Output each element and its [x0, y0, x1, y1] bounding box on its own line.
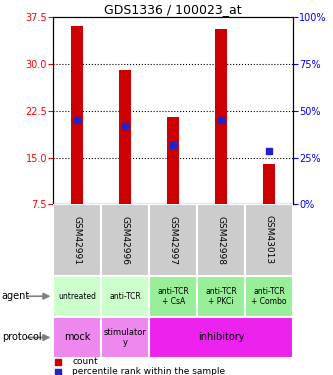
Bar	[71, 26, 83, 204]
Text: GSM43013: GSM43013	[264, 215, 274, 265]
Text: mock: mock	[64, 333, 91, 342]
Bar	[53, 317, 101, 358]
Text: anti-TCR
+ CsA: anti-TCR + CsA	[157, 286, 189, 306]
Bar	[197, 276, 245, 317]
Text: anti-TCR
+ Combo: anti-TCR + Combo	[251, 286, 287, 306]
Bar	[263, 164, 275, 204]
Text: inhibitory: inhibitory	[198, 333, 244, 342]
Title: GDS1336 / 100023_at: GDS1336 / 100023_at	[104, 3, 242, 16]
Bar	[53, 204, 101, 276]
Bar	[101, 276, 149, 317]
Text: GSM42997: GSM42997	[168, 216, 178, 264]
Text: agent: agent	[2, 291, 30, 301]
Bar	[167, 117, 179, 204]
Bar	[149, 204, 197, 276]
Text: count: count	[73, 357, 98, 366]
Bar	[245, 204, 293, 276]
Bar	[53, 276, 101, 317]
Bar	[215, 29, 227, 204]
Text: anti-TCR
+ PKCi: anti-TCR + PKCi	[205, 286, 237, 306]
Text: percentile rank within the sample: percentile rank within the sample	[73, 367, 225, 375]
Text: untreated: untreated	[58, 292, 96, 301]
Text: anti-TCR: anti-TCR	[109, 292, 141, 301]
Text: protocol: protocol	[2, 333, 41, 342]
Bar	[149, 276, 197, 317]
Bar	[101, 317, 149, 358]
Text: GSM42998: GSM42998	[216, 216, 226, 264]
Bar	[245, 276, 293, 317]
Text: GSM42996: GSM42996	[121, 216, 130, 264]
Bar	[149, 317, 293, 358]
Text: GSM42991: GSM42991	[73, 216, 82, 264]
Bar	[119, 70, 131, 204]
Text: stimulator
y: stimulator y	[104, 328, 147, 347]
Bar	[101, 204, 149, 276]
Bar	[197, 204, 245, 276]
